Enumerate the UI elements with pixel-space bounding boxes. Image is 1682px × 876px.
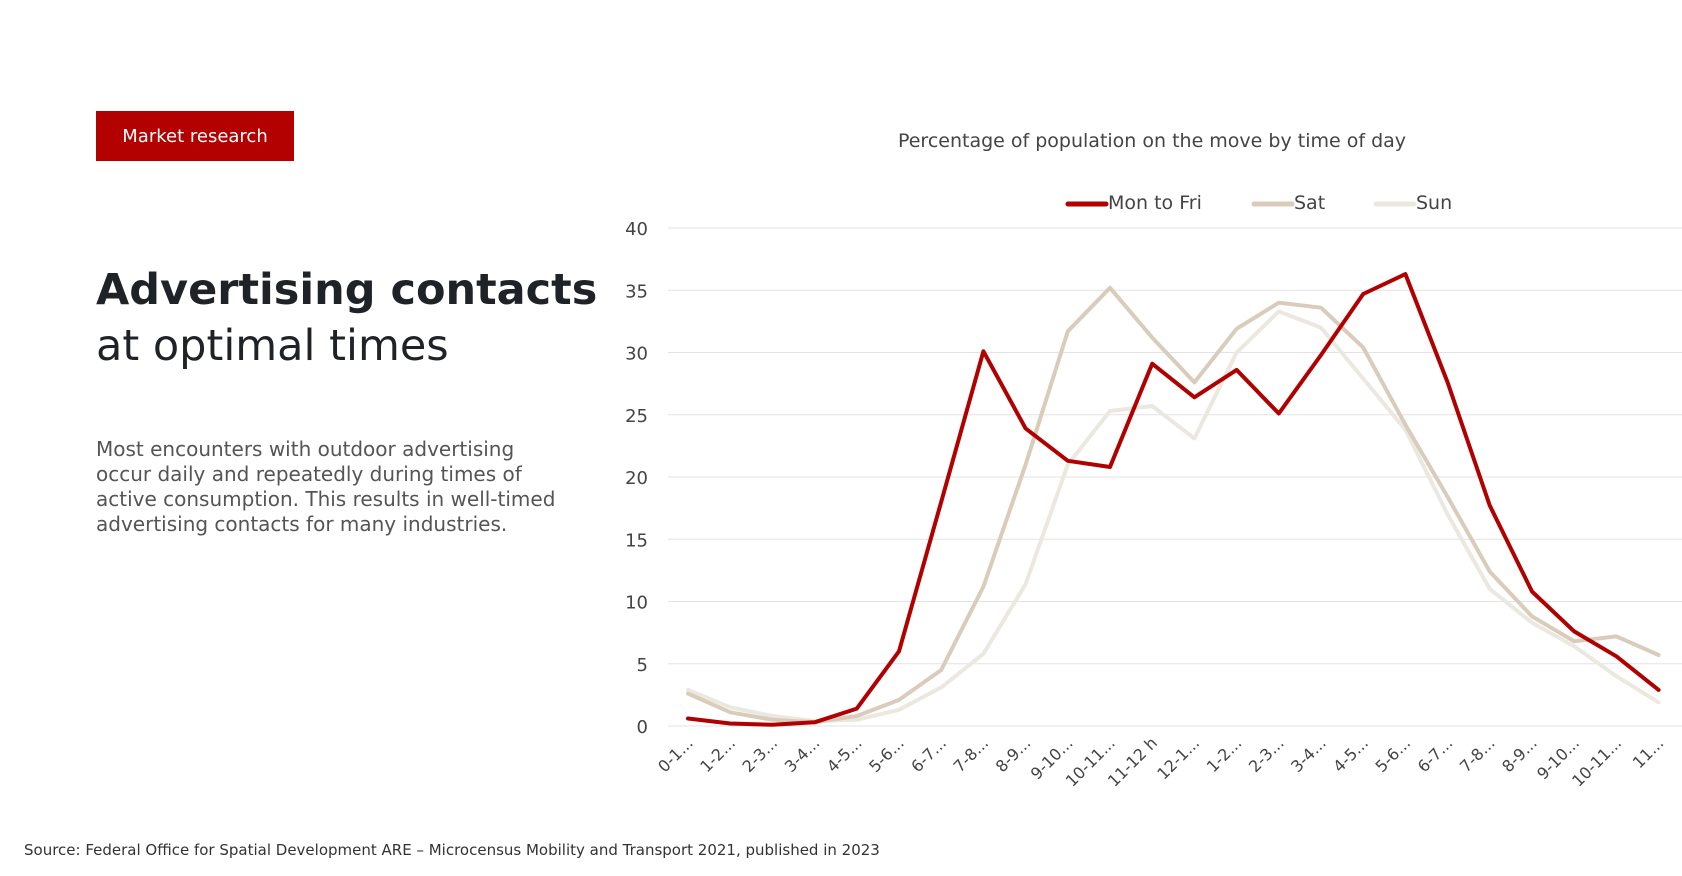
category-tag: Market research — [96, 111, 294, 161]
y-tick-label: 30 — [625, 344, 648, 365]
y-tick-label: 40 — [625, 219, 648, 240]
y-tick-label: 10 — [625, 593, 648, 614]
y-tick-label: 5 — [637, 655, 648, 676]
x-tick-label: 3-4... — [781, 733, 824, 776]
headline-light: at optimal times — [96, 321, 449, 371]
headline-bold: Advertising contacts — [96, 265, 598, 315]
x-tick-label: 3-4... — [1287, 733, 1330, 776]
y-tick-label: 25 — [625, 406, 648, 427]
x-tick-label: 12-1... — [1153, 733, 1203, 783]
x-tick-label: 1-2... — [696, 733, 739, 776]
series-line-sat — [686, 285, 1661, 725]
x-tick-label: 5-6... — [1372, 733, 1415, 776]
x-tick-label: 6-7... — [1414, 733, 1457, 776]
source-note: Source: Federal Office for Spatial Devel… — [24, 841, 880, 859]
chart-title: Percentage of population on the move by … — [898, 130, 1406, 152]
x-tick-label: 4-5... — [1329, 733, 1372, 776]
chart-series — [686, 272, 1661, 727]
legend-label: Mon to Fri — [1108, 192, 1202, 214]
legend-label: Sat — [1294, 192, 1325, 214]
y-axis-ticks: 0 5 10 15 20 25 30 35 40 — [625, 219, 648, 738]
series-line-mon-to-fri — [686, 272, 1661, 727]
y-tick-label: 0 — [637, 717, 648, 738]
y-tick-label: 35 — [625, 281, 648, 302]
x-tick-label: 2-3... — [739, 733, 782, 776]
y-tick-label: 15 — [625, 530, 648, 551]
x-tick-label: 11... — [1629, 733, 1668, 772]
chart-grid — [668, 227, 1682, 727]
x-axis-ticks: 0-1... 1-2... 2-3... 3-4... 4-5... 5-6... 6-7.… — [654, 733, 1667, 790]
x-tick-label: 2-3... — [1245, 733, 1288, 776]
series-line-sun — [686, 309, 1661, 723]
legend-label: Sun — [1416, 192, 1452, 214]
x-tick-label: 7-8... — [1456, 733, 1499, 776]
x-tick-label: 1-2... — [1203, 733, 1246, 776]
x-tick-label: 0-1... — [654, 733, 697, 776]
x-tick-label: 5-6... — [865, 733, 908, 776]
x-tick-label: 7-8... — [950, 733, 993, 776]
body-paragraph: Most encounters with outdoor advertising… — [96, 437, 556, 536]
y-tick-label: 20 — [625, 468, 648, 489]
headline: Advertising contacts at optimal times — [96, 262, 597, 374]
x-tick-label: 4-5... — [823, 733, 866, 776]
x-tick-label: 6-7... — [907, 733, 950, 776]
chart-legend: Mon to Fri Sat Sun — [1065, 192, 1452, 214]
